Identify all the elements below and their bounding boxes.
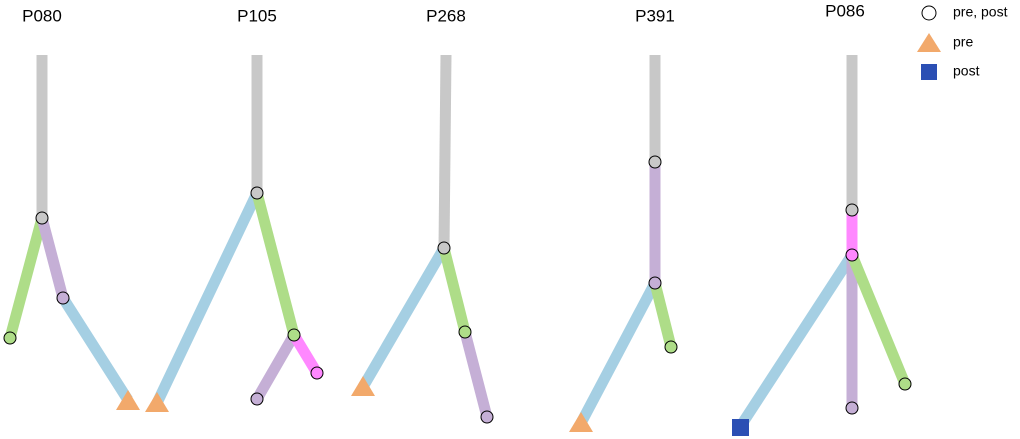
tree-p268 <box>351 54 494 424</box>
node <box>287 328 301 342</box>
node <box>35 211 49 225</box>
node <box>845 401 859 415</box>
tree-p080 <box>3 55 140 410</box>
legend-label: post <box>953 63 980 79</box>
node <box>845 248 859 262</box>
pre-marker <box>569 412 593 432</box>
tree-label: P105 <box>237 6 277 25</box>
node <box>56 291 70 305</box>
node <box>250 186 264 200</box>
node <box>437 241 451 255</box>
pre-marker <box>351 376 375 396</box>
branch <box>36 216 69 300</box>
node <box>3 331 17 345</box>
branch <box>4 216 48 340</box>
legend-triangle <box>917 33 941 52</box>
post-marker <box>732 419 749 436</box>
tree-label: P391 <box>635 6 675 25</box>
branch <box>438 54 452 249</box>
node <box>664 340 678 354</box>
pre-marker <box>145 392 169 412</box>
pre-marker <box>116 390 140 410</box>
node <box>480 410 494 424</box>
tree-label: P080 <box>22 6 62 25</box>
branch <box>735 251 857 431</box>
legend-square <box>921 64 937 80</box>
node <box>648 276 662 290</box>
tree-p105 <box>145 55 324 412</box>
node <box>648 155 662 169</box>
node <box>250 392 264 406</box>
tree-p391 <box>569 55 678 432</box>
branch <box>459 330 493 419</box>
branch <box>649 281 677 349</box>
branch <box>438 246 471 334</box>
branch <box>252 332 299 402</box>
branch <box>289 332 322 376</box>
branch <box>576 280 660 426</box>
legend-label: pre <box>953 34 973 50</box>
branch <box>152 190 262 406</box>
legend: pre, post pre post <box>917 4 1008 80</box>
node <box>310 366 324 380</box>
node <box>845 203 859 217</box>
branch <box>846 252 911 387</box>
tree-label: P086 <box>825 1 865 20</box>
branch <box>251 191 300 337</box>
tree-label: P268 <box>426 6 466 25</box>
tree-p086 <box>732 55 912 436</box>
branch <box>58 295 133 403</box>
node <box>898 377 912 391</box>
legend-label: pre, post <box>953 4 1008 20</box>
branch <box>358 245 449 390</box>
legend-circle <box>921 5 937 21</box>
node <box>458 325 472 339</box>
